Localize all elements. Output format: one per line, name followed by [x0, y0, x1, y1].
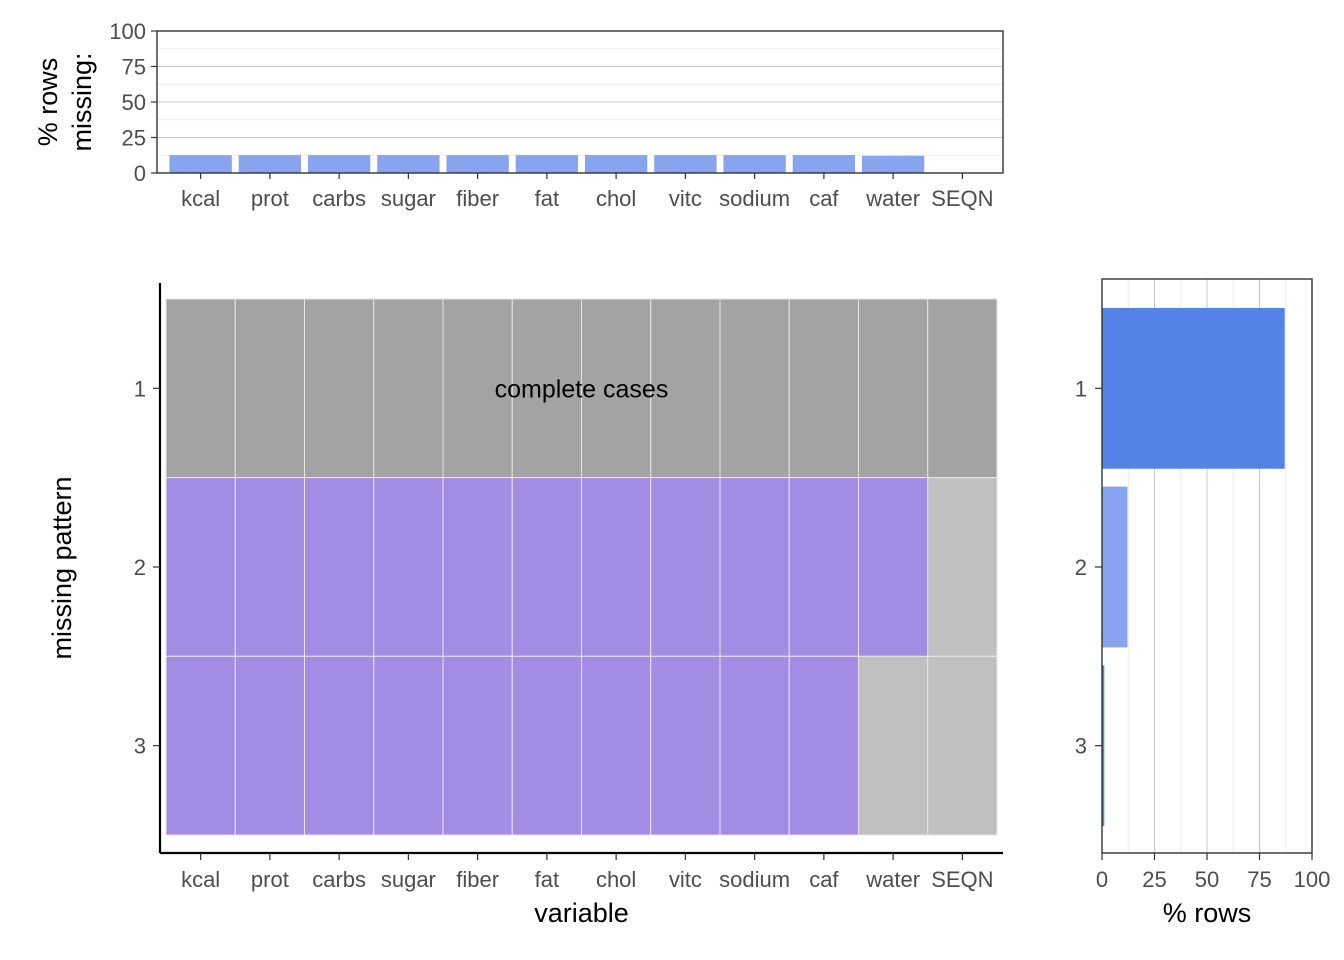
- heatmap-cell-observed: [858, 655, 929, 836]
- right-x-tick-label: 75: [1247, 867, 1271, 892]
- right-x-tick-label: 25: [1142, 867, 1166, 892]
- top-x-tick-label: chol: [596, 186, 636, 211]
- heatmap-cell-complete: [304, 298, 375, 479]
- top-y-axis-title: % rows missing:: [33, 52, 97, 151]
- main-y-tick-label: 1: [134, 376, 146, 401]
- heatmap-cell-missing: [650, 655, 721, 836]
- top-missing-bar: [584, 155, 648, 173]
- heatmap-cell-missing: [511, 477, 582, 657]
- top-missing-bar: [377, 155, 440, 173]
- top-y-tick-label: 75: [122, 55, 146, 80]
- right-y-tick-label: 1: [1075, 376, 1087, 401]
- main-x-axis-title: variable: [534, 898, 629, 928]
- heatmap-cell-observed: [927, 655, 998, 836]
- right-y-tick-label: 3: [1075, 734, 1087, 759]
- top-y-tick-label: 0: [134, 161, 146, 186]
- main-x-tick-label: SEQN: [931, 867, 993, 892]
- heatmap-cell-missing: [234, 477, 305, 657]
- pattern-rows-bar-panel: 1 2 3 0 25 50 75 100 % rows: [1075, 278, 1331, 928]
- main-x-tick-label: vitc: [669, 867, 702, 892]
- heatmap-cell-missing: [304, 477, 375, 657]
- heatmap-cell-missing: [719, 655, 790, 836]
- top-missing-bar: [515, 155, 579, 173]
- heatmap-cell-complete: [927, 298, 998, 479]
- complete-cases-label: complete cases: [495, 375, 669, 403]
- heatmap-cell-missing: [581, 477, 652, 657]
- main-y-tick-label: 3: [134, 734, 146, 759]
- top-missing-bar: [169, 155, 232, 173]
- heatmap-cell-missing: [788, 655, 859, 836]
- top-missing-bar: [861, 155, 925, 173]
- main-x-tick-label: caf: [809, 867, 839, 892]
- main-x-tick-label: prot: [251, 867, 289, 892]
- top-y-tick-label: 25: [122, 126, 146, 151]
- right-x-tick-label: 100: [1294, 867, 1331, 892]
- top-missing-bar: [654, 155, 717, 173]
- heatmap-cell-complete: [581, 298, 652, 479]
- pattern-rows-bar: [1102, 307, 1285, 469]
- top-missing-bar: [792, 155, 856, 173]
- heatmap-cell-complete: [858, 298, 929, 479]
- heatmap-cell-complete: [719, 298, 790, 479]
- top-x-tick-label: vitc: [669, 186, 702, 211]
- heatmap-cell-missing: [511, 655, 582, 836]
- top-y-axis-title-line: % rows: [33, 58, 63, 147]
- heatmap-cell-missing: [719, 477, 790, 657]
- heatmap-cell-complete: [165, 298, 236, 479]
- heatmap-cell-complete: [788, 298, 859, 479]
- top-x-tick-label: SEQN: [931, 186, 993, 211]
- heatmap-cell-missing: [234, 655, 305, 836]
- right-x-tick-label: 50: [1195, 867, 1219, 892]
- top-missing-bar-panel: 0 25 50 75 100 kcal prot carbs sugar fiber fat chol…: [33, 19, 1004, 211]
- right-x-axis-title: % rows: [1163, 898, 1252, 928]
- top-missing-bar: [446, 155, 509, 173]
- pattern-rows-bar: [1102, 665, 1105, 827]
- top-missing-bar: [238, 155, 302, 173]
- main-x-tick-label: water: [865, 867, 920, 892]
- heatmap-cell-missing: [442, 655, 513, 836]
- top-x-tick-label: sodium: [719, 186, 790, 211]
- top-x-tick-label: carbs: [312, 186, 366, 211]
- top-y-tick-label: 50: [122, 90, 146, 115]
- heatmap-cell-complete: [234, 298, 305, 479]
- main-x-tick-label: sodium: [719, 867, 790, 892]
- top-x-tick-label: kcal: [181, 186, 220, 211]
- top-x-tick-label: fiber: [456, 186, 499, 211]
- heatmap-cell-complete: [373, 298, 444, 479]
- right-y-tick-label: 2: [1075, 555, 1087, 580]
- main-x-tick-label: fat: [535, 867, 559, 892]
- heatmap-cell-complete: [442, 298, 513, 479]
- missing-pattern-heatmap-panel: complete cases 1 2 3 kcal prot carbs sugar fiber…: [47, 283, 1003, 928]
- top-x-tick-label: water: [865, 186, 920, 211]
- top-y-tick-label: 100: [109, 19, 146, 44]
- heatmap-cell-missing: [650, 477, 721, 657]
- heatmap-cell-missing: [165, 655, 236, 836]
- top-x-tick-label: sugar: [381, 186, 436, 211]
- main-x-tick-label: kcal: [181, 867, 220, 892]
- heatmap-cell-missing: [373, 655, 444, 836]
- heatmap-cell-missing: [858, 477, 929, 657]
- heatmap-cell-missing: [304, 655, 375, 836]
- main-x-tick-label: chol: [596, 867, 636, 892]
- main-y-axis-title: missing pattern: [47, 476, 77, 659]
- main-x-tick-label: sugar: [381, 867, 436, 892]
- main-x-tick-label: fiber: [456, 867, 499, 892]
- heatmap-cell-missing: [442, 477, 513, 657]
- right-x-tick-label: 0: [1096, 867, 1108, 892]
- top-x-tick-label: prot: [251, 186, 289, 211]
- top-x-tick-label: fat: [535, 186, 559, 211]
- heatmap-cell-missing: [581, 655, 652, 836]
- top-missing-bar: [723, 155, 786, 173]
- top-x-tick-label: caf: [809, 186, 839, 211]
- main-y-tick-label: 2: [134, 555, 146, 580]
- main-x-tick-label: carbs: [312, 867, 366, 892]
- top-missing-bar: [307, 155, 371, 173]
- top-y-axis-title-line: missing:: [67, 52, 97, 151]
- heatmap-cell-observed: [927, 477, 998, 657]
- heatmap-cell-missing: [165, 477, 236, 657]
- heatmap-cell-missing: [373, 477, 444, 657]
- pattern-rows-bar: [1102, 486, 1128, 648]
- heatmap-cell-missing: [788, 477, 859, 657]
